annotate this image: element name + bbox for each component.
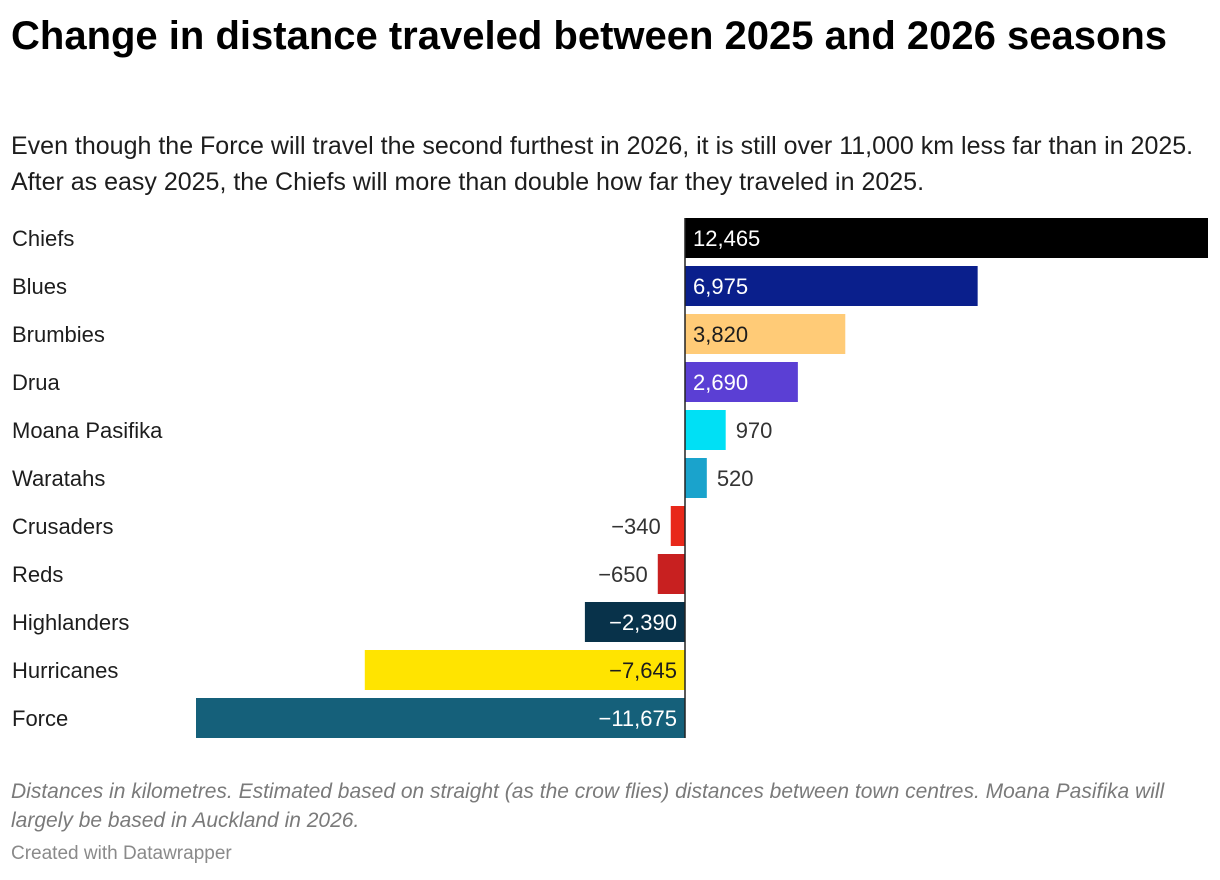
bar-blues [685, 266, 978, 306]
category-label-highlanders: Highlanders [12, 610, 129, 635]
category-label-brumbies: Brumbies [12, 322, 105, 347]
category-label-moana-pasifika: Moana Pasifika [12, 418, 163, 443]
value-label-force: −11,675 [598, 706, 677, 731]
value-label-chiefs: 12,465 [693, 226, 760, 251]
value-label-moana-pasifika: 970 [736, 418, 773, 443]
bar-chiefs [685, 218, 1208, 258]
bar-hurricanes [364, 650, 685, 690]
value-label-blues: 6,975 [693, 274, 748, 299]
category-label-force: Force [12, 706, 68, 731]
value-label-drua: 2,690 [693, 370, 748, 395]
bar-reds [657, 554, 685, 594]
value-label-brumbies: 3,820 [693, 322, 748, 347]
category-label-drua: Drua [12, 370, 60, 395]
bar-crusaders [670, 506, 685, 546]
value-label-reds: −650 [598, 562, 648, 587]
bar-drua [685, 362, 798, 402]
category-label-chiefs: Chiefs [12, 226, 74, 251]
datawrapper-credit: Created with Datawrapper [11, 843, 232, 864]
bar-highlanders [584, 602, 685, 642]
value-label-crusaders: −340 [611, 514, 661, 539]
bar-brumbies [685, 314, 846, 354]
category-label-blues: Blues [12, 274, 67, 299]
value-label-highlanders: −2,390 [609, 610, 677, 635]
bar-chart: Chiefs 12,465 Blues 6,975 Brumbies 3,820 Drua 2… [12, 218, 1208, 738]
category-label-crusaders: Crusaders [12, 514, 113, 539]
chart-title: Change in distance traveled between 2025… [11, 14, 1168, 58]
category-label-waratahs: Waratahs [12, 466, 105, 491]
bar-force [196, 698, 685, 738]
value-label-hurricanes: −7,645 [609, 658, 677, 683]
bar-moana-pasifika [685, 410, 726, 450]
chart-notes: Distances in kilometres. Estimated based… [11, 780, 1165, 832]
chart-subtitle: Even though the Force will travel the se… [11, 132, 1194, 196]
value-label-waratahs: 520 [717, 466, 754, 491]
category-label-reds: Reds [12, 562, 63, 587]
bar-waratahs [685, 458, 707, 498]
category-label-hurricanes: Hurricanes [12, 658, 118, 683]
